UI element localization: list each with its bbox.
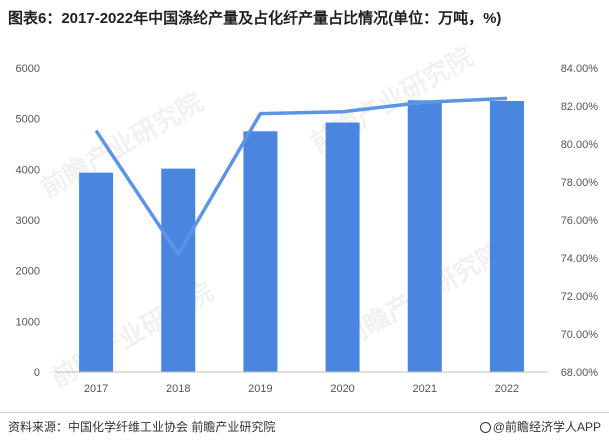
ratio-line xyxy=(94,96,507,256)
x-tick-label: 2020 xyxy=(330,383,354,395)
x-tick-label: 2022 xyxy=(495,383,519,395)
left-tick-label: 5000 xyxy=(16,114,40,126)
x-tick-label: 2018 xyxy=(166,383,190,395)
left-axis-ticks: 0 1000 2000 3000 4000 5000 6000 xyxy=(16,63,40,379)
bar xyxy=(243,131,278,372)
bar xyxy=(489,100,524,372)
right-tick-label: 76.00% xyxy=(561,215,599,227)
right-tick-label: 78.00% xyxy=(561,177,599,189)
left-tick-label: 4000 xyxy=(16,164,40,176)
left-tick-label: 1000 xyxy=(16,316,40,328)
x-tick-label: 2021 xyxy=(413,383,437,395)
x-tick-label: 2019 xyxy=(248,383,272,395)
bar-series xyxy=(79,100,524,373)
left-tick-label: 2000 xyxy=(16,266,40,278)
left-tick-label: 0 xyxy=(34,367,40,379)
left-tick-label: 3000 xyxy=(16,215,40,227)
chart-title: 图表6：2017-2022年中国涤纶产量及占化纤产量占比情况(单位：万吨，%) xyxy=(8,10,502,27)
right-tick-label: 74.00% xyxy=(561,253,599,265)
right-tick-label: 84.00% xyxy=(561,63,599,75)
right-tick-label: 70.00% xyxy=(561,329,599,341)
brand-credit: @前瞻经济学人APP xyxy=(479,418,601,435)
right-tick-label: 72.00% xyxy=(561,291,599,303)
right-tick-label: 68.00% xyxy=(561,367,599,379)
brand-logo-icon xyxy=(479,422,491,433)
footer-divider xyxy=(0,412,609,413)
bar xyxy=(325,122,360,373)
bar xyxy=(79,172,114,372)
brand-label: @前瞻经济学人APP xyxy=(492,420,601,434)
bar xyxy=(161,168,196,372)
left-tick-label: 6000 xyxy=(16,63,40,75)
chart-area: 2017 2018 2019 2020 2021 2022 0 1000 2000 3000 40… xyxy=(16,63,599,395)
x-tick-label: 2017 xyxy=(84,383,108,395)
x-axis-ticks: 2017 2018 2019 2020 2021 2022 xyxy=(84,383,519,395)
source-note: 资料来源：中国化学纤维工业协会 前瞻产业研究院 xyxy=(8,420,276,434)
right-tick-label: 80.00% xyxy=(561,139,599,151)
right-tick-label: 82.00% xyxy=(561,101,599,113)
bar xyxy=(407,100,442,373)
right-axis-ticks: 68.00% 70.00% 72.00% 74.00% 76.00% 78.00% 80.0… xyxy=(561,63,599,379)
